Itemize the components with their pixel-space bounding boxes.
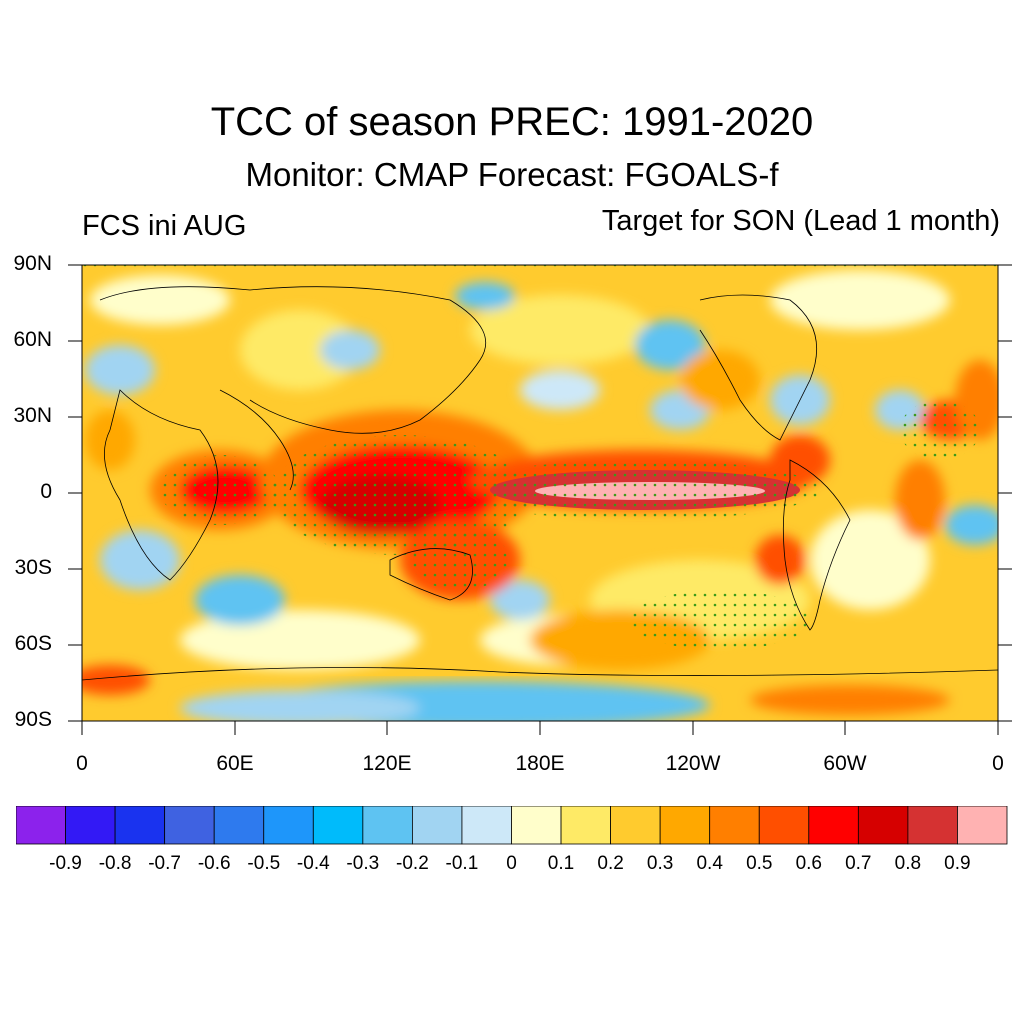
significance-stippling — [82, 265, 998, 650]
colorbar-swatch — [312, 806, 364, 845]
lat-label-eq: 0 — [40, 480, 52, 503]
colorbar-swatch — [560, 806, 611, 845]
colorbar-label: 0.4 — [696, 853, 723, 874]
antarctic-band — [180, 681, 950, 721]
chart-subtitle: Monitor: CMAP Forecast: FGOALS-f — [245, 156, 779, 193]
colorbar-swatch — [164, 806, 215, 845]
colorbar-label: -0.5 — [247, 853, 281, 874]
lon-label-60e: 60E — [216, 752, 254, 775]
colorbar-swatch — [114, 806, 166, 845]
colorbar-swatch — [808, 806, 859, 845]
colorbar-swatch — [263, 806, 314, 845]
colorbar-label: -0.2 — [396, 853, 429, 874]
colorbar-swatch — [362, 806, 413, 845]
colorbar-label: -0.3 — [346, 853, 380, 874]
lat-label-60s: 60S — [14, 632, 52, 655]
colorbar-label: 0.5 — [746, 853, 773, 874]
colorbar-swatch — [907, 806, 958, 845]
colorbar-swatch — [65, 806, 116, 845]
colorbar-swatch — [709, 806, 760, 845]
colorbar-label: -0.1 — [445, 853, 479, 874]
tcc-field — [82, 265, 998, 721]
colorbar-label: 0.7 — [845, 853, 872, 874]
lon-ticks — [81, 721, 999, 735]
lat-ticks — [68, 264, 1012, 722]
lat-label-60n: 60N — [13, 328, 52, 351]
colorbar-label: 0.6 — [795, 853, 822, 874]
colorbar-swatch — [857, 806, 909, 845]
colorbar-label: -0.8 — [98, 853, 132, 874]
target-label: Target for SON (Lead 1 month) — [601, 205, 1000, 237]
lat-label-30s: 30S — [14, 556, 52, 579]
colorbar-label: -0.6 — [197, 853, 231, 874]
colorbar-label: 0.3 — [646, 853, 674, 874]
colorbar-swatch — [511, 806, 562, 845]
colorbar-label: 0.9 — [944, 853, 971, 874]
colorbar-swatch — [461, 806, 512, 845]
colorbar-swatch — [957, 806, 1008, 845]
lat-label-30n: 30N — [13, 404, 52, 427]
colorbar-swatch — [758, 806, 810, 845]
colorbar — [16, 806, 1008, 845]
colorbar-swatch — [659, 806, 711, 845]
colorbar-label: -0.9 — [49, 853, 82, 874]
lon-label-60w: 60W — [823, 752, 867, 775]
colorbar-label: 0.8 — [894, 853, 922, 874]
colorbar-swatch — [213, 806, 265, 845]
lon-label-0: 0 — [76, 752, 88, 775]
lat-label-90s: 90S — [14, 708, 52, 731]
colorbar-swatch — [411, 806, 463, 845]
lat-label-90n: 90N — [13, 252, 52, 275]
lon-label-0-east: 0 — [992, 752, 1004, 775]
lon-label-180e: 180E — [515, 752, 565, 775]
coastlines — [82, 286, 998, 681]
chart-title: TCC of season PREC: 1991-2020 — [210, 100, 814, 144]
colorbar-label: 0.1 — [547, 853, 575, 874]
lon-label-120e: 120E — [362, 752, 412, 775]
colorbar-swatch — [610, 806, 661, 845]
colorbar-label: -0.7 — [148, 853, 181, 874]
lon-label-120w: 120W — [665, 752, 721, 775]
colorbar-label: 0.2 — [597, 853, 624, 874]
colorbar-swatch — [16, 806, 66, 845]
initialization-label: FCS ini AUG — [82, 210, 247, 242]
colorbar-label: -0.4 — [296, 853, 330, 874]
colorbar-label: 0 — [506, 853, 517, 874]
